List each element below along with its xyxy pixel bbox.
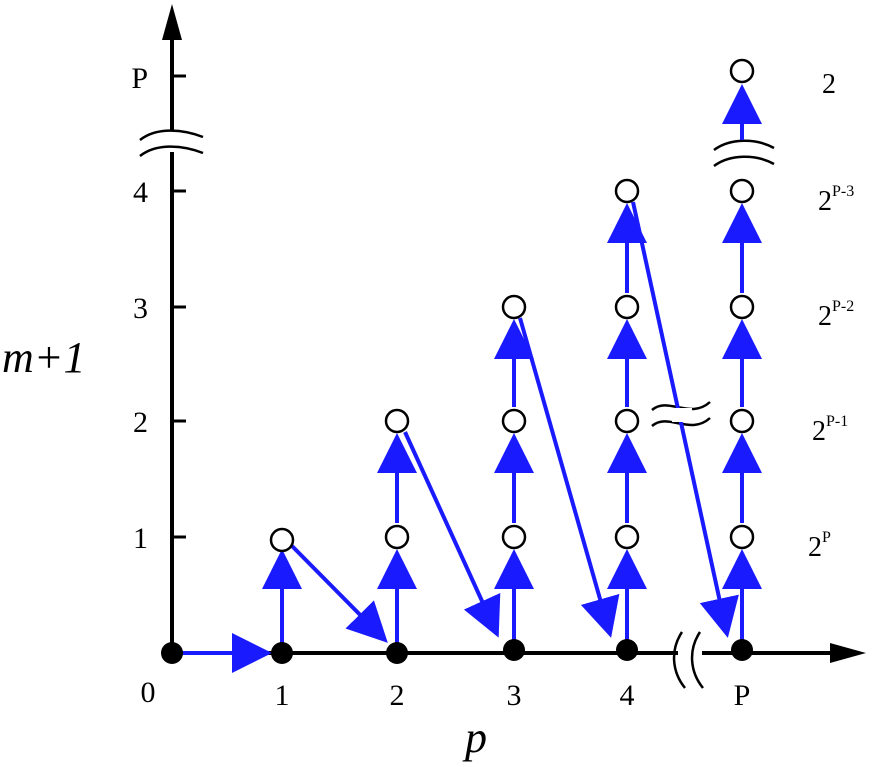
y-tick-label: 3 (133, 292, 148, 325)
transition-arrow (290, 544, 388, 643)
open-node (501, 524, 527, 550)
x-tick-label: 1 (275, 679, 290, 712)
origin-label: 0 (141, 676, 156, 709)
open-node (614, 294, 640, 320)
x-tick-label: 2 (390, 679, 405, 712)
diagonal-break-gap (672, 408, 692, 422)
right-label: 2P-2 (818, 298, 854, 332)
right-labels: 2 2P-3 2P-2 2P-1 2P (808, 69, 854, 563)
transition-arrow (518, 317, 620, 638)
open-node (614, 408, 640, 434)
right-label: 2P (808, 529, 831, 563)
y-axis-break-mark (139, 145, 204, 158)
y-tick-labels: 1 2 3 4 P (131, 62, 148, 555)
y-tick-label: 4 (133, 176, 148, 209)
open-node (501, 408, 527, 434)
ground-node (271, 642, 293, 664)
y-tick-label: 2 (133, 406, 148, 439)
y-tick-label: 1 (133, 522, 148, 555)
right-label: 2P-3 (818, 183, 854, 217)
open-node (729, 524, 755, 550)
open-node (501, 294, 527, 320)
ground-node (503, 639, 525, 661)
y-tick-marks (172, 74, 186, 539)
x-tick-label: P (734, 679, 751, 712)
y-axis-title: m+1 (2, 333, 85, 382)
column-p-break-gap (730, 140, 756, 166)
transition-arrow (403, 431, 501, 638)
x-axis-break-mark (672, 631, 686, 689)
right-label: 2 (822, 69, 836, 100)
ground-node (161, 642, 183, 664)
x-axis-title: p (462, 713, 487, 762)
y-axis-break-mark (139, 129, 204, 142)
transition-arrows (172, 84, 762, 673)
axis-breaks (139, 129, 775, 689)
x-axis-break-gap (678, 640, 702, 666)
x-tick-label: 3 (507, 679, 522, 712)
open-node (614, 178, 640, 204)
ground-node (731, 639, 753, 661)
column-p-break-mark (713, 155, 775, 168)
ground-node (386, 642, 408, 664)
open-node (729, 58, 755, 84)
y-axis-break-gap (160, 130, 184, 152)
y-tick-label: P (131, 62, 148, 95)
x-tick-labels: 0 1 2 3 4 P (141, 676, 751, 712)
x-axis-break-mark (690, 631, 704, 689)
x-tick-label: 4 (620, 679, 635, 712)
ground-node (616, 639, 638, 661)
open-node (384, 408, 410, 434)
x-axis-arrowhead (830, 643, 866, 663)
y-axis-arrowhead (162, 4, 182, 40)
right-label: 2P-1 (812, 413, 848, 447)
open-node (614, 524, 640, 550)
open-node (269, 527, 295, 553)
column-p-break-mark (713, 139, 775, 152)
open-node (384, 524, 410, 550)
open-node (729, 408, 755, 434)
open-nodes (269, 58, 755, 553)
open-node (729, 294, 755, 320)
open-node (729, 178, 755, 204)
ground-nodes (161, 639, 753, 664)
